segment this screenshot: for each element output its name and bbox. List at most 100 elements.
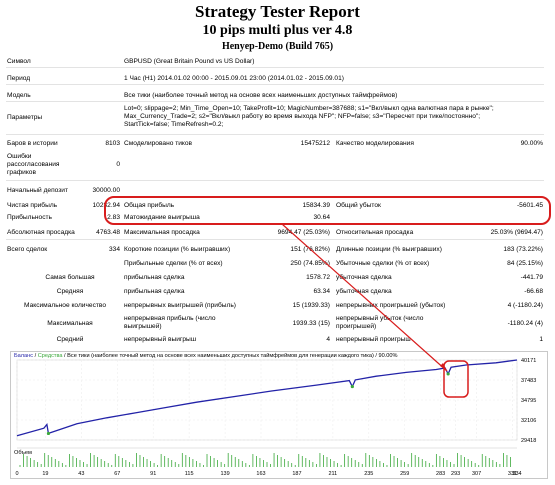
max-cons-profit-value: 1939.33 (15): [292, 320, 330, 327]
y-tick-label: 29418: [521, 438, 536, 444]
parameters-line-1: Lot=0; slippage=2; Min_Time_Open=10; Tak…: [124, 105, 494, 112]
period-value: 1 Час (H1) 2014.01.02 00:00 - 2015.09.01…: [124, 75, 344, 82]
balance-line: [16, 359, 518, 437]
y-tick-label: 37483: [521, 378, 536, 384]
equity-point: [350, 384, 354, 389]
ticks-value: 15475212: [300, 140, 330, 147]
row-divider: [6, 239, 544, 240]
max-cons-loss-value: -1180.24 (4): [507, 320, 543, 327]
x-tick-label: 19: [42, 471, 48, 477]
expected-payoff-value: 30.64: [313, 214, 330, 221]
largest-loss-label: убыточная сделка: [336, 274, 392, 281]
bars-label: Баров в истории: [7, 140, 58, 147]
account-build: Henyep-Demo (Build 765): [221, 41, 334, 52]
bars-value: 8103: [105, 140, 120, 147]
symbol-label: Символ: [7, 58, 31, 65]
max-sum-label: Максимальная: [47, 320, 93, 327]
largest-label: Самая большая: [45, 274, 95, 281]
loss-trades-label: Убыточные сделки (% от всех): [336, 260, 430, 267]
x-tick-label: 91: [150, 471, 156, 477]
x-tick-label: 331: [508, 471, 517, 477]
report-title: Strategy Tester Report: [195, 2, 360, 21]
rel-drawdown-label: Относительная просадка: [336, 229, 414, 236]
avg-cons-wins-value: 4: [326, 336, 330, 343]
avg-cons-wins-label: непрерывный выигрыш: [124, 336, 197, 343]
model-value: Все тики (наиболее точный метод на основ…: [124, 92, 398, 99]
max-cons-losses-value: 4 (-1180.24): [507, 302, 543, 309]
ticks-label: Смоделировано тиков: [124, 140, 193, 147]
gross-loss-value: -5601.45: [516, 202, 543, 209]
expected-payoff-label: Матожидание выигрыша: [124, 214, 200, 221]
row-divider: [6, 180, 544, 181]
max-cons-loss-label-2: проигрышей): [336, 323, 377, 330]
avg-cons-losses-label: непрерывный проигрыш: [336, 336, 411, 343]
average-win-value: 63.34: [313, 288, 330, 295]
max-drawdown-value: 9694.47 (25.03%): [277, 229, 330, 236]
x-tick-label: 283: [436, 471, 445, 477]
x-tick-label: 293: [451, 471, 460, 477]
x-tick-label: 43: [78, 471, 84, 477]
loss-trades-value: 84 (25.15%): [507, 260, 543, 267]
x-tick-label: 259: [400, 471, 409, 477]
errors-label-2: рассогласования: [7, 161, 60, 168]
equity-point: [446, 372, 450, 376]
y-tick-label: 40171: [521, 358, 536, 364]
profit-trades-value: 250 (74.85%): [290, 260, 330, 267]
volume-label: Объем: [14, 450, 32, 456]
deposit-label: Начальный депозит: [7, 187, 68, 194]
rel-drawdown-value: 25.03% (9694.47): [490, 229, 543, 236]
short-positions-value: 151 (76.82%): [290, 246, 330, 253]
x-tick-label: 115: [185, 471, 194, 477]
max-cons-profit-label-2: выигрышей): [124, 323, 162, 330]
errors-label-3: графиков: [7, 169, 36, 176]
highlight-box: [104, 196, 551, 225]
abs-drawdown-label: Абсолютная просадка: [7, 229, 75, 236]
gross-loss-label: Общий убыток: [336, 202, 381, 209]
max-cons-wins-value: 15 (1939.33): [292, 302, 330, 309]
max-drawdown-label: Максимальная просадка: [124, 229, 200, 236]
profit-factor-label: Прибыльность: [7, 214, 52, 221]
deposit-value: 30000.00: [92, 187, 120, 194]
expert-name: 10 pips multi plus ver 4.8: [202, 23, 353, 38]
max-cons-wins-label: непрерывных выигрышей (прибыль): [124, 302, 236, 309]
parameters-line-3: StartTick=false; TimeRefresh=0.2;: [124, 121, 224, 128]
quality-label: Качество моделирования: [336, 140, 414, 147]
x-tick-label: 67: [114, 471, 120, 477]
y-tick-label: 32106: [521, 418, 536, 424]
long-positions-value: 183 (73.22%): [503, 246, 543, 253]
balance-chart: Баланс / Средства / Все тики (наиболее т…: [10, 351, 548, 479]
abs-drawdown-value: 4763.48: [96, 229, 120, 236]
short-positions-label: Короткие позиции (% выигравших): [124, 246, 231, 253]
symbol-value: GBPUSD (Great Britain Pound vs US Dollar…: [124, 58, 255, 65]
chart-subtitle: / Все тики (наиболее точный метод на осн…: [62, 353, 398, 359]
gross-profit-label: Общая прибыль: [124, 202, 175, 209]
model-label: Модель: [7, 92, 31, 99]
row-divider: [6, 101, 544, 102]
period-label: Период: [7, 75, 31, 82]
long-positions-label: Длинные позиции (% выигравших): [336, 246, 442, 253]
row-divider: [6, 134, 544, 135]
net-profit-label: Чистая прибыль: [7, 202, 58, 209]
row-divider: [6, 67, 544, 68]
x-tick-label: 163: [256, 471, 265, 477]
average-win-label: прибыльная сделка: [124, 288, 185, 295]
parameters-label: Параметры: [7, 114, 43, 121]
legend-equity: Средства: [37, 353, 63, 359]
chart-title: Баланс / Средства / Все тики (наиболее т…: [14, 353, 398, 360]
average-loss-value: -66.68: [524, 288, 543, 295]
equity-point: [46, 431, 51, 436]
avg-cons-label: Средний: [56, 336, 84, 343]
x-tick-label: 0: [15, 471, 18, 477]
y-tick-label: 34795: [521, 398, 536, 404]
errors-value: 0: [116, 161, 120, 168]
total-trades-label: Всего сделок: [7, 246, 48, 253]
max-cons-profit-label-1: непрерывная прибыль (число: [124, 315, 216, 322]
chart-plot: 40171 37483 34795 32106 29418 0 19 43 67 91 115 139…: [15, 358, 536, 477]
largest-win-value: 1578.72: [306, 274, 330, 281]
max-count-label: Максимальное количество: [24, 302, 106, 309]
x-tick-label: 211: [328, 471, 337, 477]
largest-loss-value: -441.79: [520, 274, 543, 281]
x-tick-label: 139: [220, 471, 229, 477]
row-divider: [6, 84, 544, 85]
parameters-line-2: Max_Currency_Trade=2; s2="Вкл/выкл работ…: [124, 113, 481, 120]
